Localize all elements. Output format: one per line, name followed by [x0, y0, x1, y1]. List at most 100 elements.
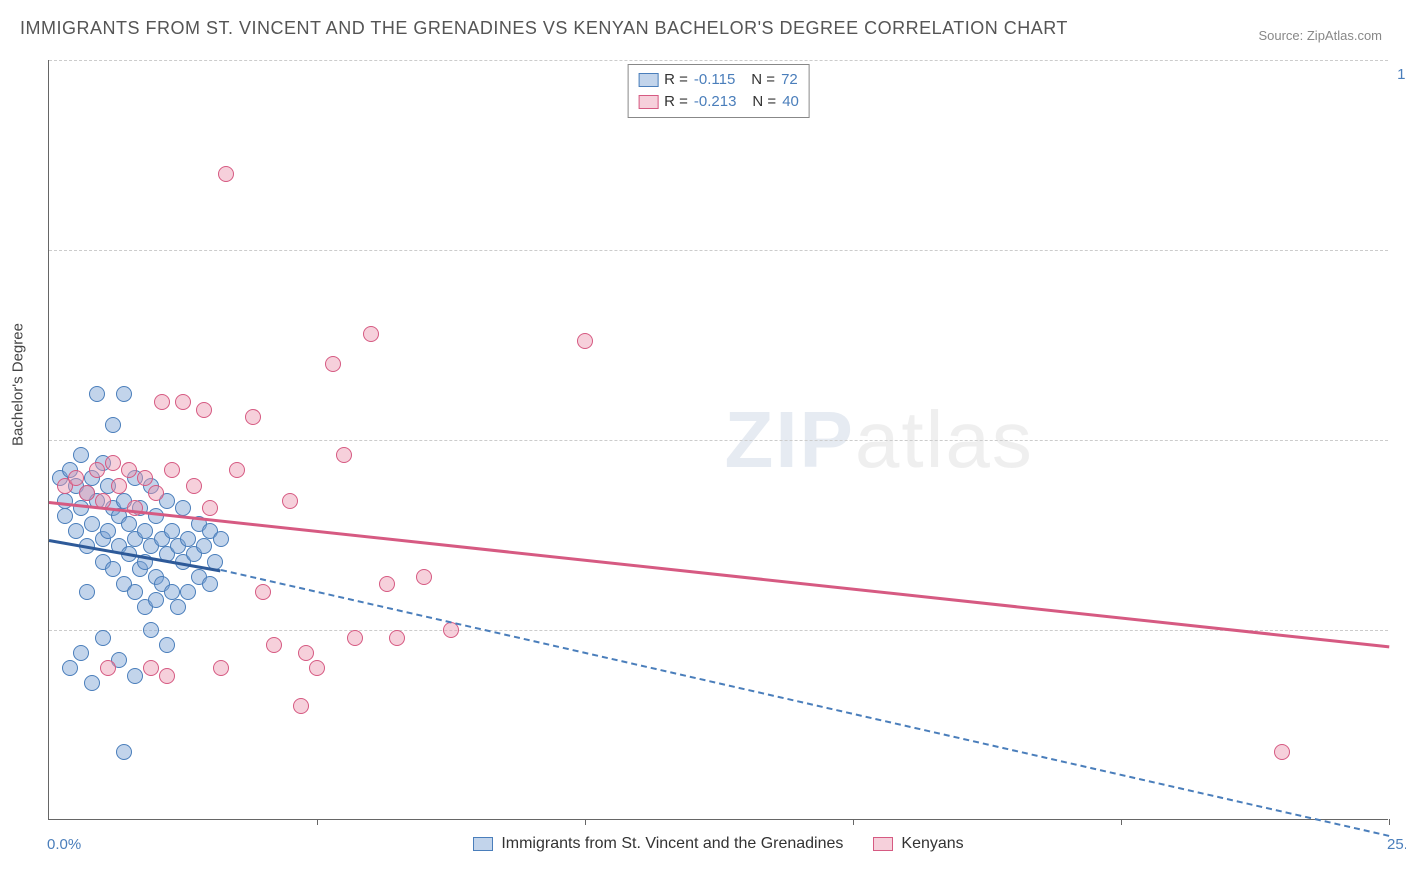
r-label: R = [664, 91, 688, 113]
correlation-legend: R = -0.115 N = 72 R = -0.213 N = 40 [627, 64, 810, 118]
scatter-point-pink [154, 394, 170, 410]
scatter-point-blue [100, 523, 116, 539]
scatter-point-blue [164, 523, 180, 539]
scatter-point-pink [293, 698, 309, 714]
scatter-point-pink [105, 455, 121, 471]
scatter-point-pink [229, 462, 245, 478]
scatter-point-pink [255, 584, 271, 600]
scatter-point-blue [84, 675, 100, 691]
gridline [49, 630, 1388, 631]
scatter-point-pink [79, 485, 95, 501]
scatter-point-pink [416, 569, 432, 585]
source-label: Source: ZipAtlas.com [1258, 28, 1382, 43]
scatter-point-blue [213, 531, 229, 547]
bottom-legend: Immigrants from St. Vincent and the Gren… [49, 835, 1388, 853]
legend-row-pink: R = -0.213 N = 40 [638, 91, 799, 113]
n-label: N = [751, 69, 775, 91]
scatter-point-pink [127, 500, 143, 516]
scatter-point-pink [282, 493, 298, 509]
swatch-blue [473, 837, 493, 851]
scatter-point-pink [159, 668, 175, 684]
scatter-point-blue [159, 637, 175, 653]
scatter-point-pink [379, 576, 395, 592]
gridline [49, 440, 1388, 441]
scatter-point-pink [143, 660, 159, 676]
scatter-point-pink [577, 333, 593, 349]
scatter-point-blue [164, 584, 180, 600]
x-tick [853, 819, 854, 825]
swatch-pink [638, 95, 658, 109]
watermark-rest: atlas [855, 395, 1034, 484]
scatter-point-blue [68, 523, 84, 539]
scatter-point-pink [196, 402, 212, 418]
scatter-point-blue [57, 508, 73, 524]
scatter-point-blue [137, 523, 153, 539]
scatter-point-blue [95, 630, 111, 646]
scatter-point-blue [73, 500, 89, 516]
swatch-blue [638, 73, 658, 87]
y-axis-title: Bachelor's Degree [10, 323, 27, 446]
scatter-point-pink [68, 470, 84, 486]
scatter-point-pink [202, 500, 218, 516]
r-value-blue: -0.115 [694, 69, 735, 91]
scatter-point-blue [105, 561, 121, 577]
x-tick [585, 819, 586, 825]
y-tick-label: 100.0% [1397, 66, 1406, 83]
plot-area: ZIPatlas R = -0.115 N = 72 R = -0.213 N … [48, 60, 1388, 820]
scatter-point-blue [170, 599, 186, 615]
bottom-legend-item-pink: Kenyans [873, 835, 963, 853]
scatter-point-pink [164, 462, 180, 478]
scatter-point-pink [137, 470, 153, 486]
scatter-point-pink [389, 630, 405, 646]
scatter-point-blue [116, 386, 132, 402]
scatter-point-blue [89, 386, 105, 402]
series-label-pink: Kenyans [901, 835, 963, 853]
scatter-point-pink [363, 326, 379, 342]
scatter-point-pink [245, 409, 261, 425]
scatter-point-blue [127, 668, 143, 684]
scatter-point-blue [180, 531, 196, 547]
scatter-point-pink [218, 166, 234, 182]
scatter-point-blue [180, 584, 196, 600]
scatter-point-pink [100, 660, 116, 676]
scatter-point-blue [73, 645, 89, 661]
scatter-point-pink [266, 637, 282, 653]
scatter-point-blue [121, 516, 137, 532]
x-tick [1389, 819, 1390, 825]
scatter-point-blue [202, 576, 218, 592]
scatter-point-pink [1274, 744, 1290, 760]
scatter-point-pink [175, 394, 191, 410]
gridline [49, 60, 1388, 61]
scatter-point-pink [309, 660, 325, 676]
scatter-point-pink [89, 462, 105, 478]
scatter-point-blue [105, 417, 121, 433]
scatter-point-pink [121, 462, 137, 478]
scatter-point-blue [196, 538, 212, 554]
scatter-point-blue [79, 584, 95, 600]
scatter-point-pink [111, 478, 127, 494]
n-value-pink: 40 [782, 91, 799, 113]
chart-title: IMMIGRANTS FROM ST. VINCENT AND THE GREN… [20, 18, 1068, 39]
scatter-point-pink [347, 630, 363, 646]
scatter-point-pink [213, 660, 229, 676]
trend-line [220, 569, 1389, 837]
n-label: N = [752, 91, 776, 113]
trend-line [49, 501, 1389, 648]
scatter-point-pink [148, 485, 164, 501]
gridline [49, 250, 1388, 251]
scatter-point-blue [127, 584, 143, 600]
scatter-point-blue [62, 660, 78, 676]
scatter-point-pink [186, 478, 202, 494]
n-value-blue: 72 [781, 69, 798, 91]
x-tick-label: 25.0% [1387, 836, 1406, 853]
legend-row-blue: R = -0.115 N = 72 [638, 69, 799, 91]
scatter-point-blue [116, 744, 132, 760]
x-tick [1121, 819, 1122, 825]
scatter-point-blue [84, 516, 100, 532]
series-label-blue: Immigrants from St. Vincent and the Gren… [501, 835, 843, 853]
r-value-pink: -0.213 [694, 91, 737, 113]
x-tick-label: 0.0% [47, 836, 81, 853]
scatter-point-pink [336, 447, 352, 463]
scatter-point-blue [143, 622, 159, 638]
scatter-point-blue [148, 592, 164, 608]
